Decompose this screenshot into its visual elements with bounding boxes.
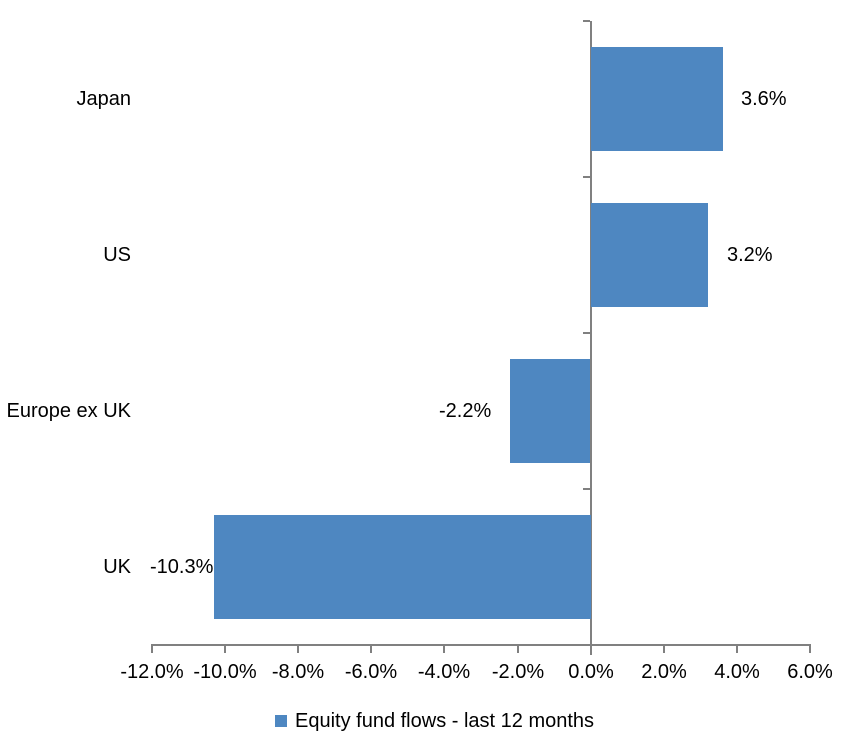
x-tick-label: 2.0% bbox=[641, 660, 687, 683]
value-label: 3.6% bbox=[741, 87, 787, 110]
x-axis-tick bbox=[224, 645, 226, 653]
x-axis-tick bbox=[809, 645, 811, 653]
x-tick-label: -8.0% bbox=[271, 660, 325, 683]
category-label-us: US bbox=[103, 243, 131, 266]
x-axis-tick bbox=[151, 645, 153, 653]
x-tick-label: 6.0% bbox=[787, 660, 833, 683]
value-label: 3.2% bbox=[727, 243, 773, 266]
x-axis-line bbox=[151, 644, 811, 646]
x-axis-tick bbox=[443, 645, 445, 653]
bar-europe-ex-uk bbox=[510, 359, 590, 463]
y-axis-tick bbox=[583, 176, 590, 178]
category-label-japan: Japan bbox=[76, 87, 132, 110]
y-axis-tick bbox=[583, 20, 590, 22]
value-label: -10.3% bbox=[150, 555, 214, 578]
x-axis-tick bbox=[297, 645, 299, 653]
x-tick-label: -12.0% bbox=[120, 660, 184, 683]
x-axis-tick bbox=[663, 645, 665, 653]
bar-uk bbox=[214, 515, 591, 619]
x-tick-label: 0.0% bbox=[568, 660, 614, 683]
y-axis-tick bbox=[583, 332, 590, 334]
value-label: -2.2% bbox=[439, 399, 492, 422]
x-axis-tick bbox=[736, 645, 738, 653]
bar-us bbox=[591, 203, 708, 307]
x-axis-tick bbox=[517, 645, 519, 653]
legend-label: Equity fund flows - last 12 months bbox=[295, 709, 595, 732]
x-tick-label: -4.0% bbox=[417, 660, 471, 683]
category-label-uk: UK bbox=[103, 555, 131, 578]
x-axis-tick bbox=[590, 645, 592, 653]
x-tick-label: 4.0% bbox=[714, 660, 760, 683]
y-axis-tick bbox=[583, 644, 590, 646]
legend: Equity fund flows - last 12 months bbox=[275, 709, 594, 733]
bar-japan bbox=[591, 47, 723, 151]
x-axis-tick bbox=[370, 645, 372, 653]
y-axis-line bbox=[590, 21, 592, 655]
x-tick-label: -2.0% bbox=[491, 660, 545, 683]
legend-swatch bbox=[275, 715, 287, 727]
x-tick-label: -10.0% bbox=[193, 660, 257, 683]
x-tick-label: -6.0% bbox=[344, 660, 398, 683]
category-label-europe-ex-uk: Europe ex UK bbox=[6, 399, 131, 422]
y-axis-tick bbox=[583, 488, 590, 490]
